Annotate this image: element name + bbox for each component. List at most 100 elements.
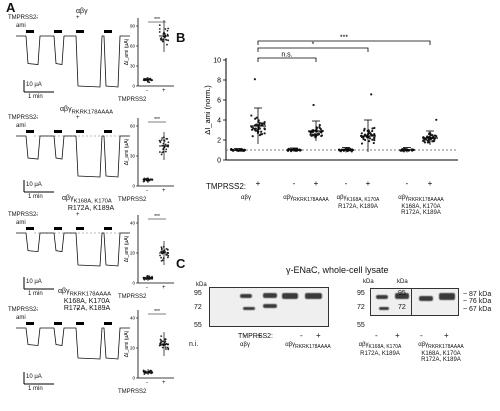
scale-current-label-row-4: 10 µA (26, 374, 42, 380)
chart-b-point (434, 134, 437, 137)
chart-b-point (263, 127, 266, 130)
trace-tmprss2-minus-row-1: - (36, 15, 38, 21)
chart-b-point (312, 103, 315, 107)
trace-ami-label-row-3: ami (16, 220, 26, 226)
dot-plot-xtick-plus-row-2: + (162, 188, 166, 194)
chart-b-point (255, 116, 258, 119)
chart-b-xsign: + (314, 179, 319, 188)
chart-b-comparison-bracket (257, 40, 431, 45)
blot-lane-sign-7: - (420, 331, 423, 340)
dot-plot-point (159, 37, 162, 40)
blot-lane-sign-2: + (257, 331, 262, 340)
dot-plot-point (166, 253, 168, 256)
sig-label: *** (154, 117, 160, 123)
dot-plot-point (161, 137, 164, 139)
dot-plot-point (160, 256, 162, 259)
dot-plot-point (158, 28, 161, 30)
dot-plot-point (164, 346, 167, 349)
chart-b-ytick-label: 0 (217, 158, 221, 165)
trace-tmprss2-label-row-4: TMPRSS2: (8, 307, 39, 313)
mw-mid-55: 55 (357, 322, 365, 329)
dot-plot-ytick-label: 30 (130, 64, 136, 69)
chart-b-ytick-label: 6 (217, 98, 221, 105)
chart-b-point (363, 138, 367, 142)
panel-label-c: C (176, 256, 186, 271)
dot-plot-point (148, 81, 151, 84)
dot-plot-xtick-minus-row-2: - (146, 188, 148, 194)
dot-plot-point (166, 43, 168, 46)
chart-b-point (254, 127, 257, 130)
chart-b-comparison-bracket (257, 47, 369, 52)
band-label-76: ~ 76 kDa (463, 298, 492, 305)
chart-b-point (373, 126, 376, 130)
dot-plot-point (167, 254, 170, 257)
trace-tmprss2-label-row-2: TMPRSS2: (8, 115, 39, 121)
blot-lane-sign-3: - (300, 331, 303, 340)
dot-plot-point (158, 151, 161, 153)
dot-plot-point (143, 373, 146, 376)
chart-b-ylabel: ΔI_ami (norm.) (203, 85, 212, 135)
ami-bar (26, 30, 34, 33)
ami-bar (26, 227, 34, 230)
scale-time-label-row-4: 1 min (28, 386, 43, 392)
sig-label: *** (154, 214, 160, 220)
chart-b-group-3: αβγK168A, K170A R172A, K189A (336, 195, 380, 210)
chart-b-point (318, 125, 321, 129)
dot-plot-point (159, 140, 162, 143)
blot-lane-sign-4: + (316, 331, 321, 340)
dot-plot-point (160, 259, 163, 262)
ami-bar (54, 322, 62, 325)
trace-ami-label-row-4: ami (16, 315, 26, 321)
dot-plot-point (165, 148, 168, 151)
trace-tmprss2-plus-row-3: + (76, 212, 80, 218)
blot-left (209, 287, 329, 327)
chart-b-point (373, 138, 376, 142)
dot-plot-point (151, 275, 153, 278)
dot-plot-row-1: 0 30 60 90 ΔI_ami (µA) *** (124, 17, 174, 89)
dot-plot-xlabel-row-1: TMPRSS2 (118, 97, 147, 103)
dot-plot-point (167, 27, 170, 30)
trace-ami-label-row-2: ami (16, 123, 26, 129)
chart-b-point (373, 132, 376, 136)
dot-plot-ytick-label: 40 (130, 316, 136, 321)
chart-b-group-1: αβγ (241, 195, 251, 201)
dot-plot-ylabel: ΔI_ami (µA) (124, 138, 130, 165)
chart-b-point (250, 128, 254, 131)
blot-group-1: αβγ (240, 342, 250, 348)
ami-bar (54, 30, 62, 33)
dot-plot-point (164, 150, 167, 153)
dot-plot-point (166, 33, 169, 36)
dot-plot-point (160, 153, 163, 156)
construct-label-row-4: αβγRKRK178AAAA K168A, K170A R172A, K189A (58, 288, 112, 313)
dot-plot-point (163, 36, 166, 39)
trace-tmprss2-plus-row-2: + (76, 115, 80, 121)
dot-plot-point (167, 256, 169, 259)
blot-tmprss2-label: TMPRSS2: (238, 333, 274, 340)
current-trace-row-3 (16, 227, 130, 290)
dot-plot-xtick-minus-row-4: - (146, 380, 148, 386)
blot-group-3: αβγK168A, K170A R172A, K189A (358, 342, 402, 357)
trace-line (16, 35, 130, 88)
dot-plot-point (149, 77, 152, 80)
chart-b-point (371, 129, 374, 133)
chart-b-xsign: - (237, 179, 240, 188)
current-trace-row-1 (16, 30, 130, 93)
dot-plot-point (160, 339, 163, 342)
dot-plot-point (160, 250, 163, 253)
dot-plot-point (158, 24, 161, 27)
chart-b-point (262, 122, 265, 125)
trace-tmprss2-minus-row-2: - (36, 115, 38, 121)
trace-tmprss2-label-row-3: TMPRSS2: (8, 212, 39, 218)
chart-b-point (373, 136, 376, 139)
current-trace-row-4 (16, 322, 130, 385)
chart-b-point (360, 132, 363, 135)
chart-b-point (254, 129, 257, 132)
dot-plot-point (160, 341, 163, 344)
mw-left-95: 95 (194, 290, 202, 297)
scale-time-label-row-2: 1 min (28, 194, 43, 200)
construct-label-row-3: αβγK168A, K170A R172A, K189A (62, 195, 115, 213)
dot-plot-ytick-label: 40 (130, 221, 136, 226)
dot-plot-point (143, 278, 146, 281)
dot-plot-ytick-label: 90 (130, 24, 136, 29)
